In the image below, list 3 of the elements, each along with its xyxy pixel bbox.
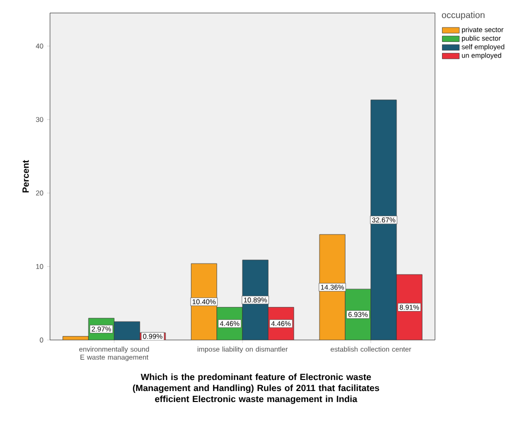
y-axis-title: Percent	[22, 160, 29, 192]
legend-title: occupation	[442, 12, 484, 20]
x-axis-title: Which is the predominant feature of Electronic waste (Management and Handling) Rules of 2011 that facilitates efficient Electronic waste management in India	[132, 374, 380, 404]
